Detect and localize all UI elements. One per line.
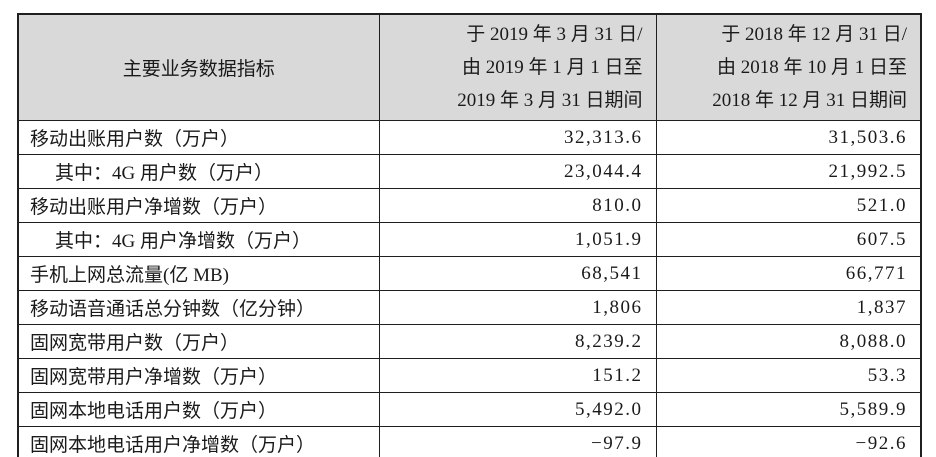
- table-header: 主要业务数据指标 于 2019 年 3 月 31 日/ 由 2019 年 1 月…: [17, 13, 922, 121]
- row-label: 其中：4G 用户数（万户）: [17, 154, 380, 189]
- table-row: 手机上网总流量(亿 MB) 68,541 66,771: [17, 256, 922, 291]
- value-2018: −92.6: [655, 426, 922, 457]
- value-2018: 53.3: [655, 358, 922, 393]
- table-row: 固网宽带用户净增数（万户） 151.2 53.3: [17, 358, 922, 393]
- header-period-2018-line3: 2018 年 12 月 31 日期间: [712, 90, 907, 111]
- row-label: 手机上网总流量(亿 MB): [17, 256, 380, 291]
- value-2019: 23,044.4: [378, 154, 657, 189]
- value-2018: 8,088.0: [655, 324, 922, 359]
- row-label: 固网宽带用户净增数（万户）: [17, 358, 380, 393]
- header-period-2019-line2: 由 2019 年 1 月 1 日至: [461, 57, 643, 78]
- value-2019: 8,239.2: [378, 324, 657, 359]
- row-label: 移动语音通话总分钟数（亿分钟）: [17, 290, 380, 325]
- header-period-2019: 于 2019 年 3 月 31 日/ 由 2019 年 1 月 1 日至 201…: [378, 13, 657, 121]
- table-row: 移动语音通话总分钟数（亿分钟） 1,806 1,837: [17, 290, 922, 325]
- header-period-2018: 于 2018 年 12 月 31 日/ 由 2018 年 10 月 1 日至 2…: [655, 13, 922, 121]
- value-2019: −97.9: [378, 426, 657, 457]
- value-2018: 521.0: [655, 188, 922, 223]
- header-period-2019-line3: 2019 年 3 月 31 日期间: [457, 90, 643, 111]
- table-body: 移动出账用户数（万户） 32,313.6 31,503.6 其中：4G 用户数（…: [17, 120, 922, 457]
- header-period-2018-line2: 由 2018 年 10 月 1 日至: [716, 57, 907, 78]
- row-label: 固网宽带用户数（万户）: [17, 324, 380, 359]
- value-2019: 5,492.0: [378, 392, 657, 427]
- row-label: 固网本地电话用户净增数（万户）: [17, 426, 380, 457]
- table-row: 其中：4G 用户数（万户） 23,044.4 21,992.5: [17, 154, 922, 189]
- value-2019: 151.2: [378, 358, 657, 393]
- business-data-table: 主要业务数据指标 于 2019 年 3 月 31 日/ 由 2019 年 1 月…: [17, 13, 922, 457]
- header-period-2018-line1: 于 2018 年 12 月 31 日/: [721, 24, 907, 45]
- row-label: 移动出账用户数（万户）: [17, 120, 380, 155]
- value-2019: 810.0: [378, 188, 657, 223]
- value-2018: 21,992.5: [655, 154, 922, 189]
- value-2018: 31,503.6: [655, 120, 922, 155]
- table-row: 固网宽带用户数（万户） 8,239.2 8,088.0: [17, 324, 922, 359]
- table-row: 其中：4G 用户净增数（万户） 1,051.9 607.5: [17, 222, 922, 257]
- value-2019: 1,806: [378, 290, 657, 325]
- value-2019: 68,541: [378, 256, 657, 291]
- value-2018: 607.5: [655, 222, 922, 257]
- value-2018: 5,589.9: [655, 392, 922, 427]
- header-indicator: 主要业务数据指标: [17, 13, 380, 121]
- value-2019: 1,051.9: [378, 222, 657, 257]
- header-indicator-label: 主要业务数据指标: [122, 59, 275, 80]
- row-label: 固网本地电话用户数（万户）: [17, 392, 380, 427]
- header-period-2019-line1: 于 2019 年 3 月 31 日/: [466, 24, 643, 45]
- row-label: 移动出账用户净增数（万户）: [17, 188, 380, 223]
- table-row: 移动出账用户数（万户） 32,313.6 31,503.6: [17, 120, 922, 155]
- table-row: 固网本地电话用户净增数（万户） −97.9 −92.6: [17, 426, 922, 457]
- row-label: 其中：4G 用户净增数（万户）: [17, 222, 380, 257]
- value-2019: 32,313.6: [378, 120, 657, 155]
- value-2018: 1,837: [655, 290, 922, 325]
- table-row: 固网本地电话用户数（万户） 5,492.0 5,589.9: [17, 392, 922, 427]
- header-row: 主要业务数据指标 于 2019 年 3 月 31 日/ 由 2019 年 1 月…: [17, 13, 922, 121]
- value-2018: 66,771: [655, 256, 922, 291]
- table-row: 移动出账用户净增数（万户） 810.0 521.0: [17, 188, 922, 223]
